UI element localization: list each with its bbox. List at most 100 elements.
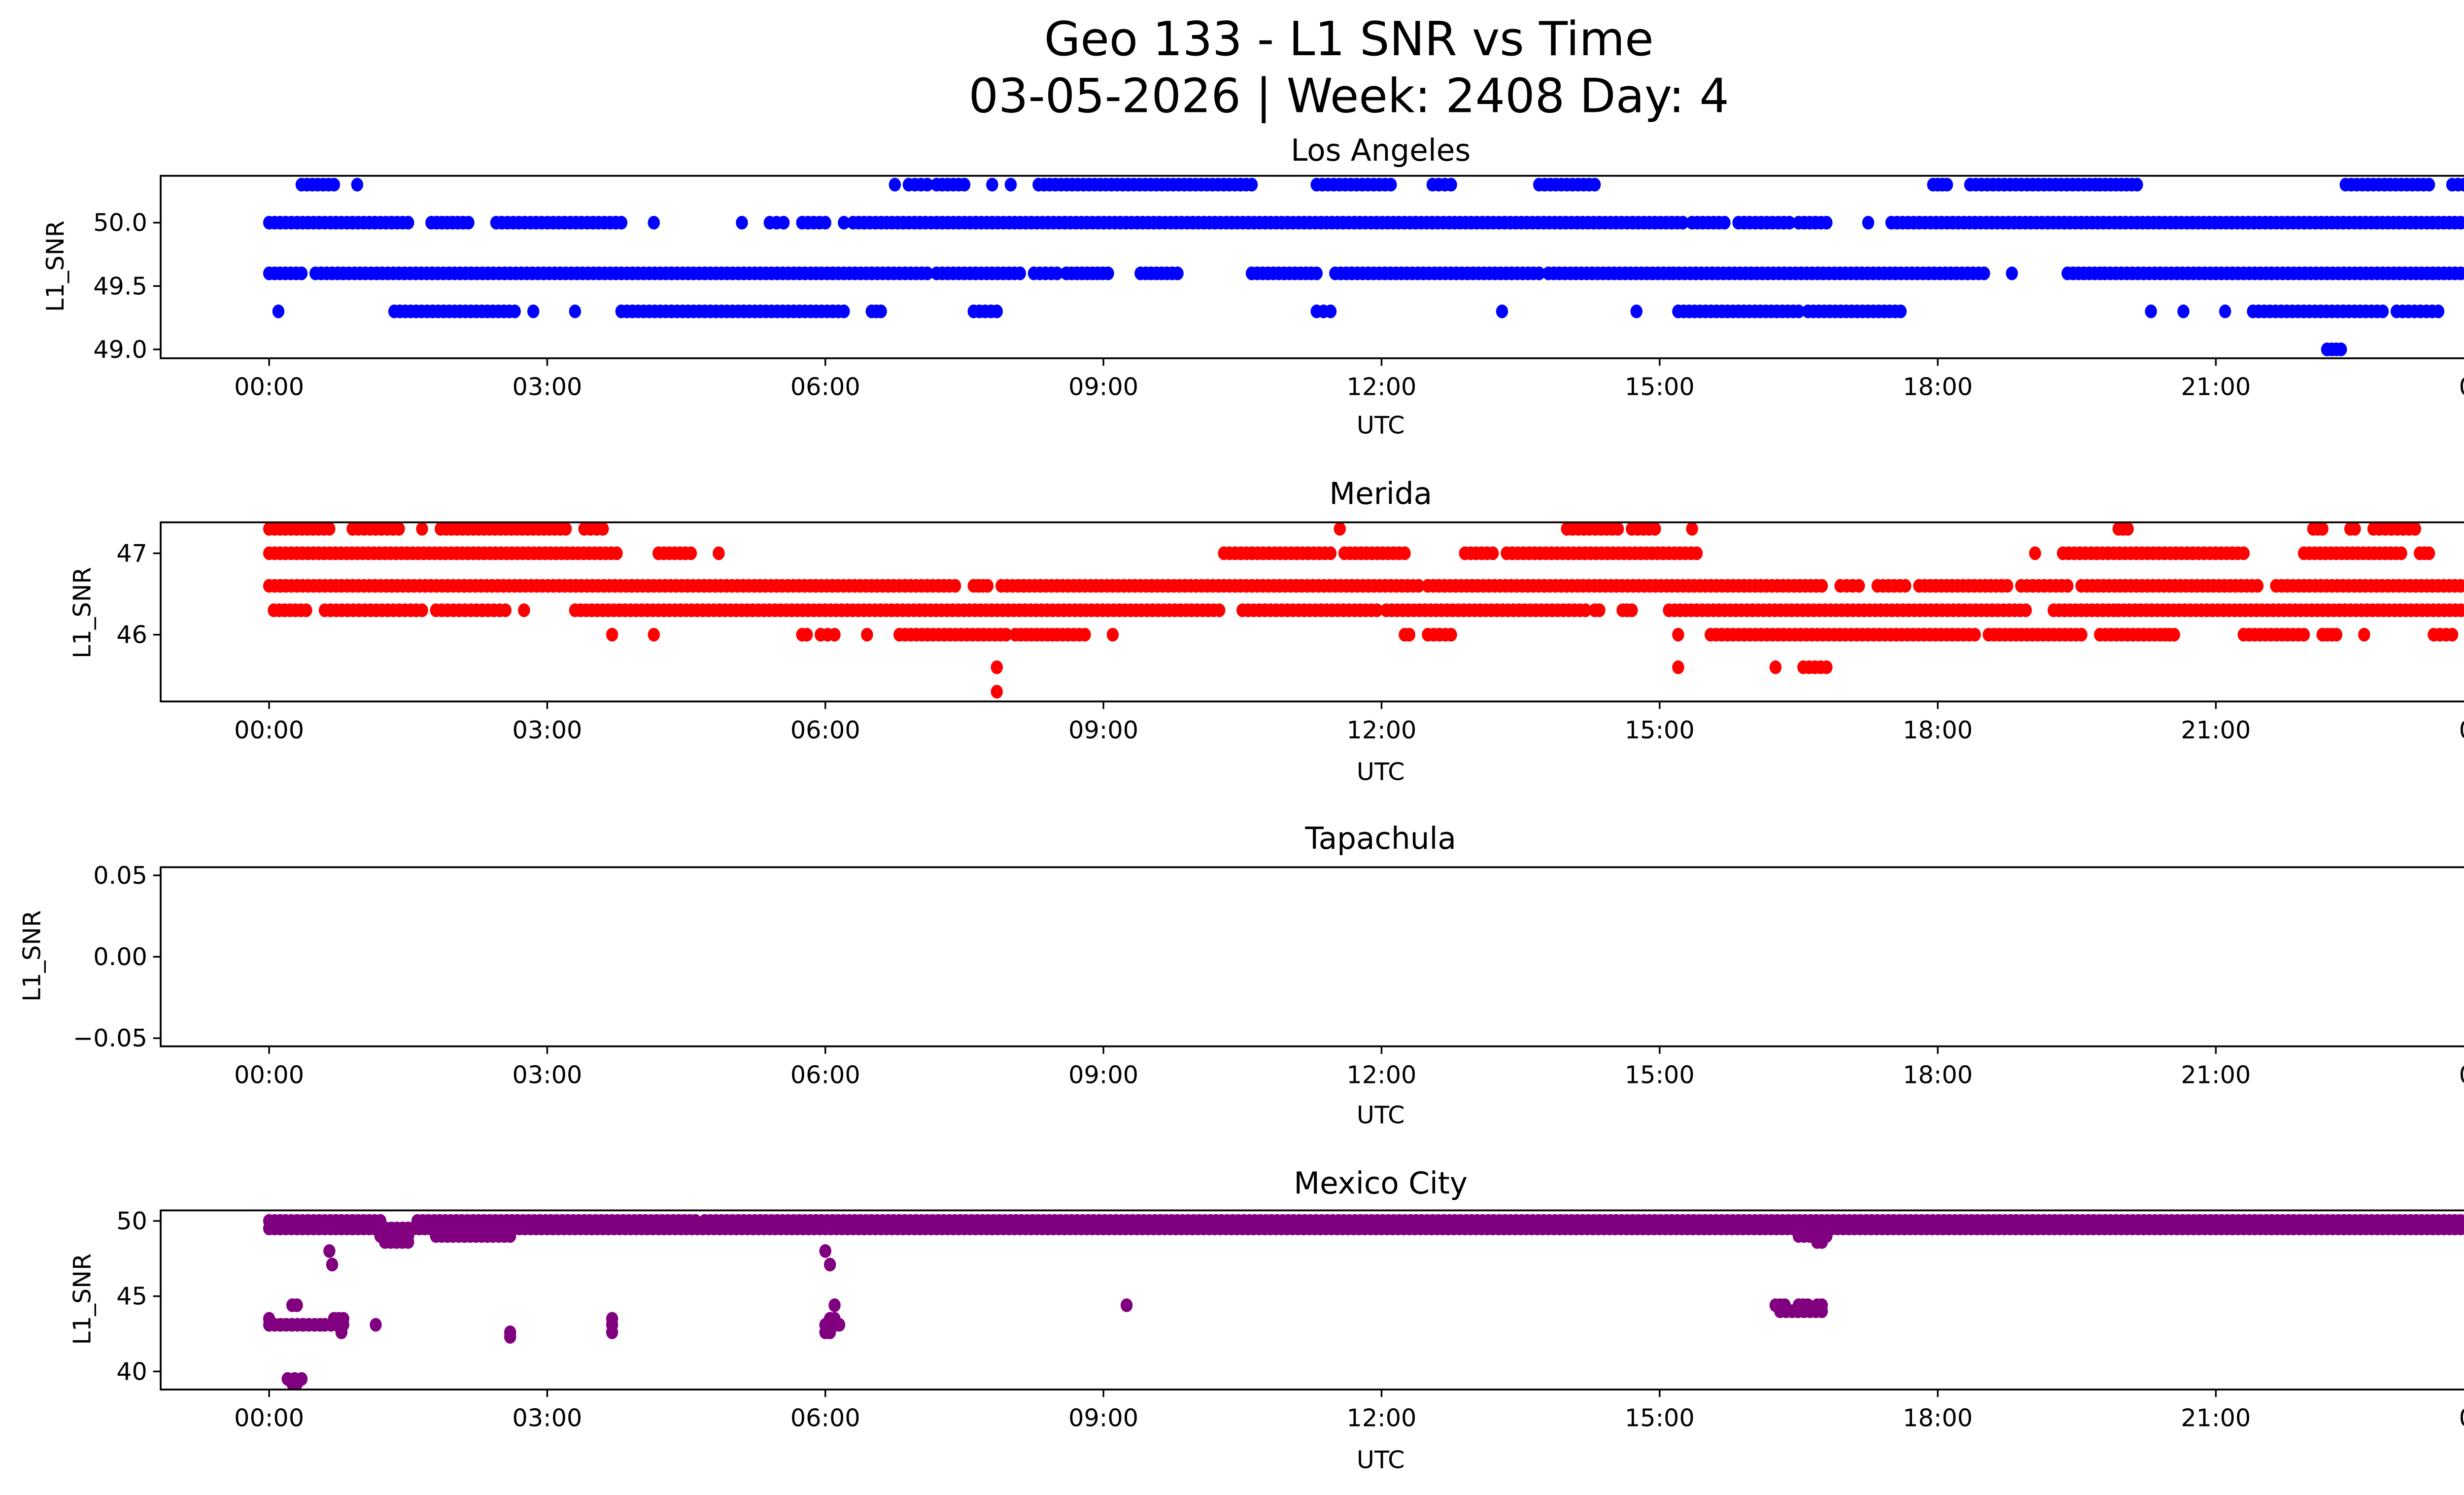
data-point [2075, 627, 2088, 642]
x-tick-label: 09:00 [1068, 1060, 1138, 1089]
y-axis-label: L1_SNR [68, 1253, 96, 1345]
data-point [611, 546, 623, 560]
x-tick-label: 15:00 [1625, 1404, 1695, 1432]
x-tick-label: 00:00 [234, 373, 304, 401]
data-point [2376, 304, 2389, 318]
x-tick-label: 03:00 [512, 716, 582, 744]
data-point [1403, 627, 1416, 642]
data-point [370, 1318, 382, 1332]
data-point [1969, 627, 1981, 642]
data-point [504, 1229, 516, 1243]
x-tick-label: 15:00 [1625, 716, 1695, 744]
data-point [1051, 266, 1063, 280]
x-ticks: 00:00 03:00 06:00 09:00 12:00 15:00 18:00 21:00… [234, 358, 2464, 401]
data-point [2409, 522, 2422, 536]
panel-mexico-city: Mexico City 40 45 50 00:00 03:00 06:00 09:00 1… [68, 1166, 2464, 1474]
x-tick-label: 18:00 [1903, 1404, 1973, 1432]
data-point [838, 304, 850, 318]
data-point [958, 177, 971, 192]
data-point [393, 522, 405, 536]
data-point [527, 304, 540, 318]
x-tick-label: 00:00 [234, 1404, 304, 1432]
x-tick-label: 06:00 [790, 1404, 860, 1432]
data-point [1815, 1304, 1828, 1319]
chart-title: Geo 133 - L1 SNR vs Time [1044, 12, 1654, 67]
panel-merida: Merida 46 47 00:00 03:00 06:00 09:00 12:00 15:… [68, 476, 2464, 786]
y-tick-label: 0.00 [93, 942, 147, 971]
data-point [1815, 1235, 1828, 1249]
data-point [2460, 579, 2464, 592]
data-point [1852, 579, 1865, 593]
y-tick-label: −0.05 [73, 1024, 147, 1052]
data-point [1079, 627, 1091, 642]
data-point [1630, 304, 1643, 318]
x-tick-label: 06:00 [790, 373, 860, 401]
data-point [2316, 522, 2328, 536]
data-point [1486, 546, 1499, 560]
x-tick-label: 18:00 [1903, 1060, 1973, 1089]
data-point [1120, 1298, 1133, 1312]
data-point [559, 522, 572, 536]
data-point [889, 177, 901, 192]
data-point [1894, 304, 1907, 318]
data-point [606, 1325, 618, 1339]
data-point [1649, 522, 1661, 536]
panel-los-angeles: Los Angeles 49.0 49.5 50.0 00:00 03:00 06:00… [41, 133, 2464, 440]
x-tick-label: 18:00 [1903, 716, 1973, 744]
data-point [323, 1244, 336, 1258]
data-point [1412, 579, 1425, 593]
panel-tapachula: Tapachula −0.050.000.05 00:00 03:00 06:00 0… [18, 821, 2464, 1129]
y-tick-label: 0.05 [93, 861, 147, 890]
x-ticks: 00:00 03:00 06:00 09:00 12:00 15:00 18:00 21:00… [234, 1390, 2464, 1432]
y-ticks: −0.05 0.00 0.05 [73, 861, 161, 1052]
x-tick-label: 12:00 [1346, 373, 1416, 401]
data-point [1820, 215, 1833, 230]
data-point [2168, 627, 2181, 642]
y-tick-label: 49.0 [93, 335, 147, 364]
data-point [326, 1257, 339, 1272]
data-point [1213, 603, 1226, 618]
data-point [833, 1318, 846, 1332]
data-point [2219, 304, 2231, 318]
data-point [1533, 266, 1545, 280]
data-point [2122, 522, 2134, 536]
data-point [1792, 304, 1805, 318]
data-point [921, 177, 933, 192]
axes-frame [160, 174, 2464, 359]
data-point [828, 627, 841, 642]
data-point [1978, 266, 1990, 280]
data-point [2460, 216, 2464, 229]
data-point [328, 177, 341, 192]
data-point [1579, 603, 1592, 618]
data-point [1334, 522, 1346, 536]
data-point [1496, 304, 1508, 318]
data-point [1324, 546, 1337, 560]
x-tick-label: 18:00 [1903, 373, 1973, 401]
data-point [2237, 546, 2250, 560]
scatter-points [263, 1214, 2464, 1391]
data-point [1310, 266, 1323, 280]
data-point [2131, 177, 2143, 192]
data-point [2061, 579, 2074, 593]
x-tick-label: 15:00 [1625, 373, 1695, 401]
x-tick-label: 09:00 [1068, 1404, 1138, 1432]
data-point [2145, 304, 2157, 318]
data-point [2423, 546, 2435, 560]
data-point [2432, 304, 2445, 318]
x-tick-label: 00:00 [234, 1060, 304, 1089]
scatter-points [263, 522, 2464, 699]
data-point [1106, 627, 1119, 642]
data-point [819, 1244, 831, 1258]
data-point [736, 215, 748, 230]
data-point [1000, 627, 1012, 642]
panel-title: Mexico City [1294, 1166, 1468, 1201]
data-point [335, 1325, 348, 1339]
data-point [462, 215, 475, 230]
data-point [823, 1257, 836, 1272]
axes-frame [160, 521, 2464, 702]
x-tick-label: 06:00 [790, 716, 860, 744]
x-tick-label: 12:00 [1346, 1404, 1416, 1432]
data-point [402, 215, 414, 230]
data-point [499, 603, 512, 618]
